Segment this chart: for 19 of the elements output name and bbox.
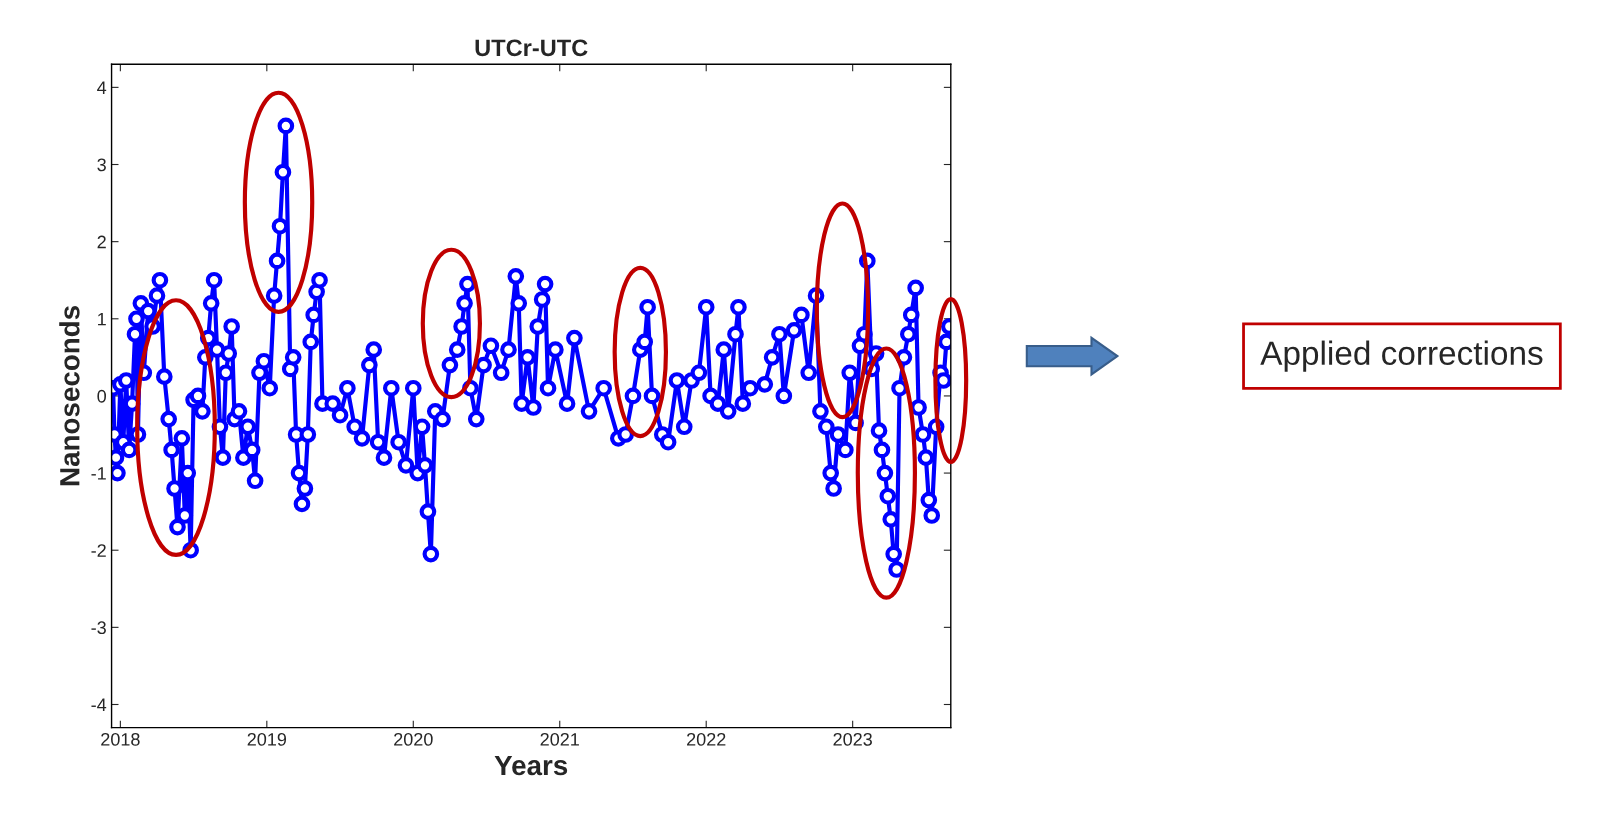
y-tick-label: -1 bbox=[91, 467, 106, 480]
y-axis-title: Nanoseconds bbox=[59, 305, 80, 486]
x-tick-label: 2020 bbox=[394, 732, 433, 746]
y-tick-label: -2 bbox=[91, 544, 106, 557]
y-tick-label: 3 bbox=[97, 158, 106, 172]
y-tick-label: 1 bbox=[98, 312, 106, 326]
y-tick-label: 0 bbox=[97, 389, 107, 403]
y-tick-label: -4 bbox=[91, 698, 107, 712]
x-tick-label: 2018 bbox=[101, 732, 140, 746]
x-axis-title: Years bbox=[494, 755, 568, 776]
x-tick-label: 2021 bbox=[540, 732, 579, 746]
chart-title: UTCr-UTC bbox=[475, 39, 588, 57]
y-tick-label: 2 bbox=[97, 235, 106, 249]
x-tick-label: 2023 bbox=[833, 732, 872, 746]
y-tick-label: 4 bbox=[97, 81, 107, 94]
y-tick-label: -3 bbox=[91, 621, 106, 635]
x-tick-label: 2022 bbox=[687, 732, 726, 746]
text: Applied corrections bbox=[1260, 340, 1543, 372]
x-tick-label: 2019 bbox=[247, 732, 287, 746]
